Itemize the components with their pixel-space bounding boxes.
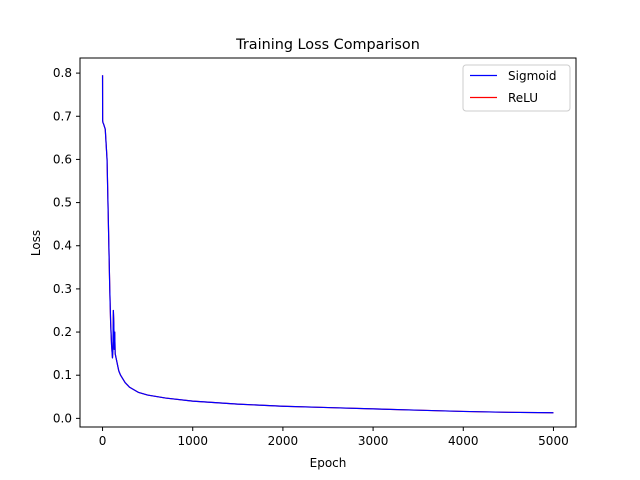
x-tick-label: 4000 (448, 434, 479, 448)
x-tick-label: 0 (99, 434, 107, 448)
legend-label-sigmoid: Sigmoid (508, 69, 557, 83)
legend: Sigmoid ReLU (462, 64, 571, 112)
x-tick-label: 5000 (538, 434, 569, 448)
x-tick-label: 1000 (177, 434, 208, 448)
y-tick-label: 0.6 (53, 152, 72, 166)
series-line-sigmoid (101, 75, 554, 414)
x-axis: 0 1000 2000 3000 4000 5000 (99, 427, 569, 448)
y-tick-label: 0.0 (53, 411, 72, 425)
series-line-relu (101, 75, 554, 414)
y-tick-label: 0.4 (53, 239, 72, 253)
y-axis: 0.0 0.1 0.2 0.3 0.4 0.5 0.6 0.7 0.8 (53, 66, 80, 425)
plot-layer (101, 75, 554, 414)
x-tick-label: 3000 (358, 434, 389, 448)
x-axis-title: Epoch (310, 456, 347, 470)
y-axis-title: Loss (29, 230, 43, 256)
chart-title: Training Loss Comparison (235, 37, 420, 53)
legend-frame (462, 64, 571, 112)
y-tick-label: 0.1 (53, 368, 72, 382)
y-tick-label: 0.3 (53, 282, 72, 296)
legend-label-relu: ReLU (508, 91, 538, 105)
y-tick-label: 0.8 (53, 66, 72, 80)
x-tick-label: 2000 (268, 434, 299, 448)
y-tick-label: 0.7 (53, 109, 72, 123)
y-tick-label: 0.5 (53, 196, 72, 210)
plot-frame (79, 57, 577, 428)
y-tick-label: 0.2 (53, 325, 72, 339)
